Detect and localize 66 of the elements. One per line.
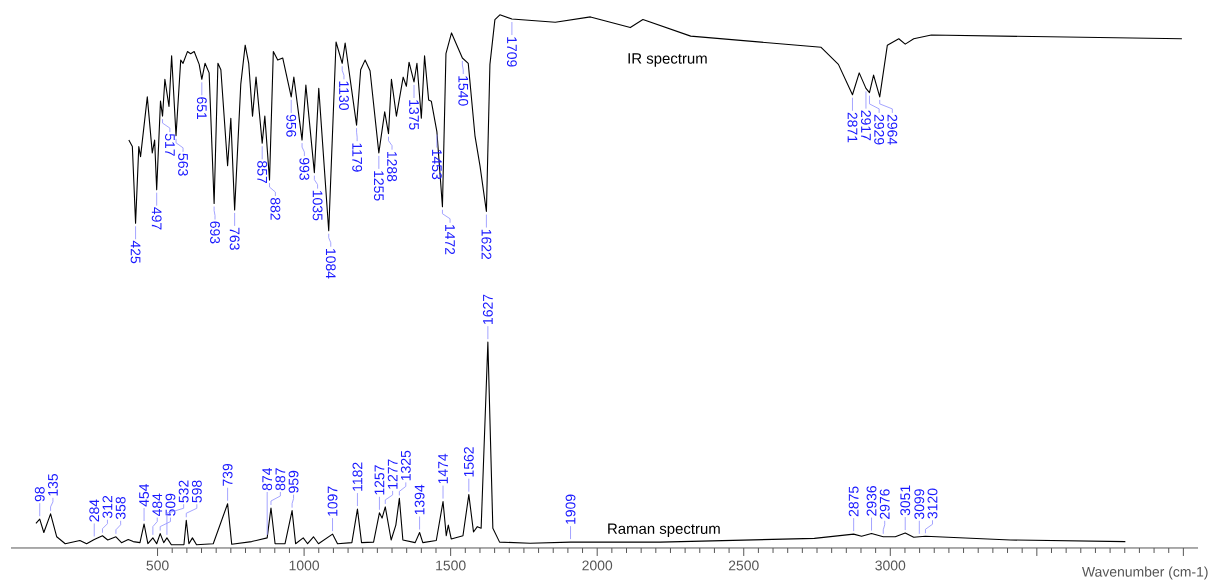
annotation: 2875 xyxy=(848,486,859,517)
annotation: 1325 xyxy=(400,450,411,481)
annotation: 1622 xyxy=(481,229,492,260)
annotation: 563 xyxy=(178,153,188,176)
x-tick-label: 3000 xyxy=(875,560,906,571)
annotation: 598 xyxy=(191,480,202,503)
annotation: 2936 xyxy=(866,485,877,516)
annotation: 1035 xyxy=(312,190,323,221)
annotation: 312 xyxy=(102,495,113,518)
annotation: 2976 xyxy=(879,489,890,519)
annotation: 739 xyxy=(222,463,233,486)
annotation: 1540 xyxy=(458,76,469,106)
x-tick-label: 1500 xyxy=(436,560,466,571)
x-tick-label: 1000 xyxy=(289,560,320,571)
annotation: 2929 xyxy=(874,114,885,145)
annotation: 763 xyxy=(229,227,240,250)
annotation: 2917 xyxy=(861,110,871,141)
annotation: 956 xyxy=(286,114,297,137)
annotation: 3051 xyxy=(900,485,911,516)
annotation: 454 xyxy=(139,483,149,507)
annotation: 98 xyxy=(34,487,45,502)
annotation: 1375 xyxy=(409,100,419,130)
annotation: 509 xyxy=(165,493,176,516)
annotation: 959 xyxy=(288,470,299,493)
x-tick-label: 2500 xyxy=(728,560,759,571)
annotation: 1909 xyxy=(565,494,576,524)
x-tick-label: 2000 xyxy=(582,560,613,571)
annotation: 358 xyxy=(115,496,126,520)
annotation: 1709 xyxy=(506,37,517,67)
annotation: 1562 xyxy=(463,447,474,477)
annotation: 1097 xyxy=(327,486,338,516)
annotation: 887 xyxy=(275,468,286,491)
annotation: 1084 xyxy=(325,248,336,279)
annotation: 1255 xyxy=(373,171,384,201)
annotation: 3120 xyxy=(927,488,938,519)
annotation: 693 xyxy=(210,221,220,244)
annotation: 651 xyxy=(196,97,207,120)
annotation: 1394 xyxy=(414,484,425,515)
annotation: 993 xyxy=(299,157,310,180)
series-label: Raman spectrum xyxy=(608,523,720,537)
series-label: IR spectrum xyxy=(628,53,707,67)
annotation: 484 xyxy=(152,493,163,517)
annotation: 1277 xyxy=(387,459,398,489)
annotation: 135 xyxy=(47,473,58,496)
annotation: 1453 xyxy=(431,149,442,180)
annotation: 284 xyxy=(89,499,100,522)
annotation: 1130 xyxy=(339,81,349,110)
x-tick-label: 500 xyxy=(146,560,169,571)
annotation: 1182 xyxy=(352,462,363,491)
annotation: 1257 xyxy=(374,465,385,495)
annotation: 882 xyxy=(270,197,281,220)
annotation: 874 xyxy=(262,467,273,491)
annotation: 1472 xyxy=(445,225,455,255)
annotation: 497 xyxy=(151,207,162,230)
annotation: 1627 xyxy=(482,294,493,324)
annotation: 1288 xyxy=(387,151,397,182)
annotation: 3099 xyxy=(914,489,925,520)
annotation: 2871 xyxy=(847,112,858,143)
annotation: 425 xyxy=(130,240,141,264)
annotation: 517 xyxy=(165,133,175,156)
annotation: 2964 xyxy=(887,114,898,145)
annotation: 532 xyxy=(178,480,189,503)
annotation: 1474 xyxy=(438,453,448,484)
annotation: 857 xyxy=(257,161,268,184)
annotation: 1179 xyxy=(352,143,363,172)
x-axis-title: Wavenumber (cm-1) xyxy=(1081,566,1208,580)
